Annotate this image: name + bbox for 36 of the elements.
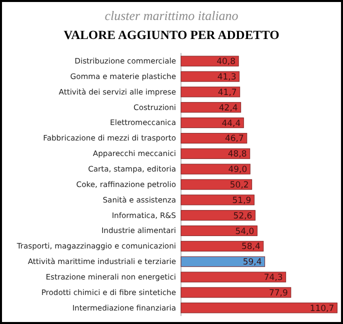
data-label: 42,4 (218, 103, 238, 114)
data-label: 74,3 (264, 273, 283, 284)
bar (180, 256, 266, 267)
data-label: 51,9 (232, 196, 252, 206)
chart-title: VALORE AGGIUNTO PER ADDETTO (64, 28, 280, 42)
bar (180, 179, 252, 190)
bar (180, 240, 264, 252)
bar (180, 102, 242, 113)
data-label: 44,4 (222, 118, 241, 129)
data-label: 48,8 (228, 150, 247, 160)
bar (180, 71, 240, 82)
data-label: 41,3 (217, 72, 236, 82)
data-label: 77,9 (268, 288, 288, 298)
bar (180, 118, 244, 128)
bar (180, 302, 338, 314)
data-label: 50,2 (230, 180, 249, 190)
bar (180, 164, 250, 174)
bar (180, 86, 240, 98)
data-label: 110,7 (310, 304, 334, 314)
data-label: 40,8 (216, 57, 236, 68)
bar (180, 287, 292, 298)
bar (180, 210, 256, 221)
data-label: 41,7 (218, 88, 237, 98)
data-label: 52,6 (233, 211, 252, 222)
data-label: 58,4 (241, 242, 260, 252)
bar (180, 148, 250, 159)
bar (180, 194, 254, 206)
data-label: 54,0 (235, 226, 254, 237)
bar (180, 272, 286, 282)
data-label: 49,0 (228, 165, 248, 176)
chart-subtitle: cluster marittimo italiano (104, 8, 239, 23)
data-label: 59,4 (242, 258, 262, 268)
data-label: 46,7 (224, 134, 244, 144)
bar (180, 226, 258, 236)
bar (180, 132, 248, 144)
bar (180, 56, 239, 66)
